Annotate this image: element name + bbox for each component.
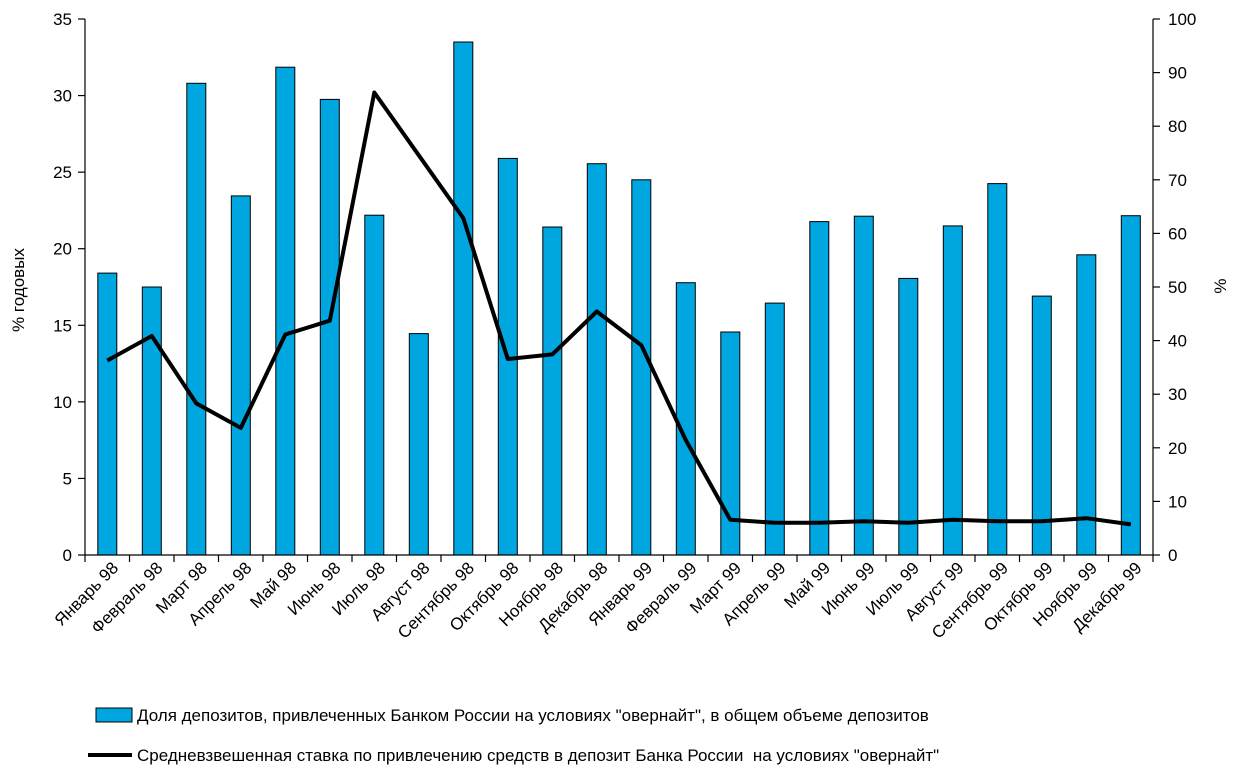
bar (275, 66, 296, 556)
legend-bar-label: Доля депозитов, привлеченных Банком Росс… (137, 706, 929, 725)
right-axis-title: % (1211, 278, 1230, 293)
bar (364, 214, 385, 556)
left-tick-label: 15 (53, 316, 72, 335)
right-tick-label: 0 (1168, 546, 1177, 565)
left-axis-title: % годовых (9, 248, 28, 332)
right-tick-label: 40 (1168, 332, 1187, 351)
right-tick-label: 10 (1168, 492, 1187, 511)
left-tick-label: 5 (63, 469, 72, 488)
left-tick-label: 30 (53, 87, 72, 106)
bar (453, 41, 474, 556)
right-tick-label: 70 (1168, 171, 1187, 190)
left-tick-label: 20 (53, 240, 72, 259)
right-tick-label: 80 (1168, 117, 1187, 136)
right-tick-label: 90 (1168, 64, 1187, 83)
bar (186, 82, 207, 556)
bar (408, 333, 429, 556)
right-tick-label: 60 (1168, 224, 1187, 243)
legend: Доля депозитов, привлеченных Банком Росс… (88, 706, 939, 765)
bar (542, 226, 563, 556)
line-layer (106, 90, 1132, 527)
bar (1120, 215, 1141, 556)
bars-layer (97, 41, 1141, 556)
bar (987, 183, 1008, 556)
bar (764, 302, 785, 556)
bar (942, 225, 963, 556)
bar (230, 195, 251, 556)
rate-line (106, 90, 1132, 527)
right-tick-label: 50 (1168, 278, 1187, 297)
bar (853, 215, 874, 556)
left-tick-label: 0 (63, 546, 72, 565)
legend-line-label: Средневзвешенная ставка по привлечению с… (137, 746, 939, 765)
bar (1076, 254, 1097, 556)
bar (319, 98, 340, 556)
left-tick-label: 35 (53, 10, 72, 29)
bar (631, 179, 652, 556)
left-tick-label: 25 (53, 163, 72, 182)
legend-bar-swatch (95, 707, 133, 723)
right-tick-label: 20 (1168, 439, 1187, 458)
bar (898, 277, 919, 556)
right-tick-label: 30 (1168, 385, 1187, 404)
axes-layer: 0 5 10 15 20 25 30 35 0 10 20 30 40 50 60 70 80 90 100 (53, 10, 1196, 565)
right-tick-label: 100 (1168, 10, 1196, 29)
left-tick-label: 10 (53, 393, 72, 412)
bar (586, 163, 607, 556)
bar (141, 286, 162, 556)
bar (809, 221, 830, 556)
bar (675, 282, 696, 556)
bar (1031, 295, 1052, 556)
bar (97, 272, 118, 556)
